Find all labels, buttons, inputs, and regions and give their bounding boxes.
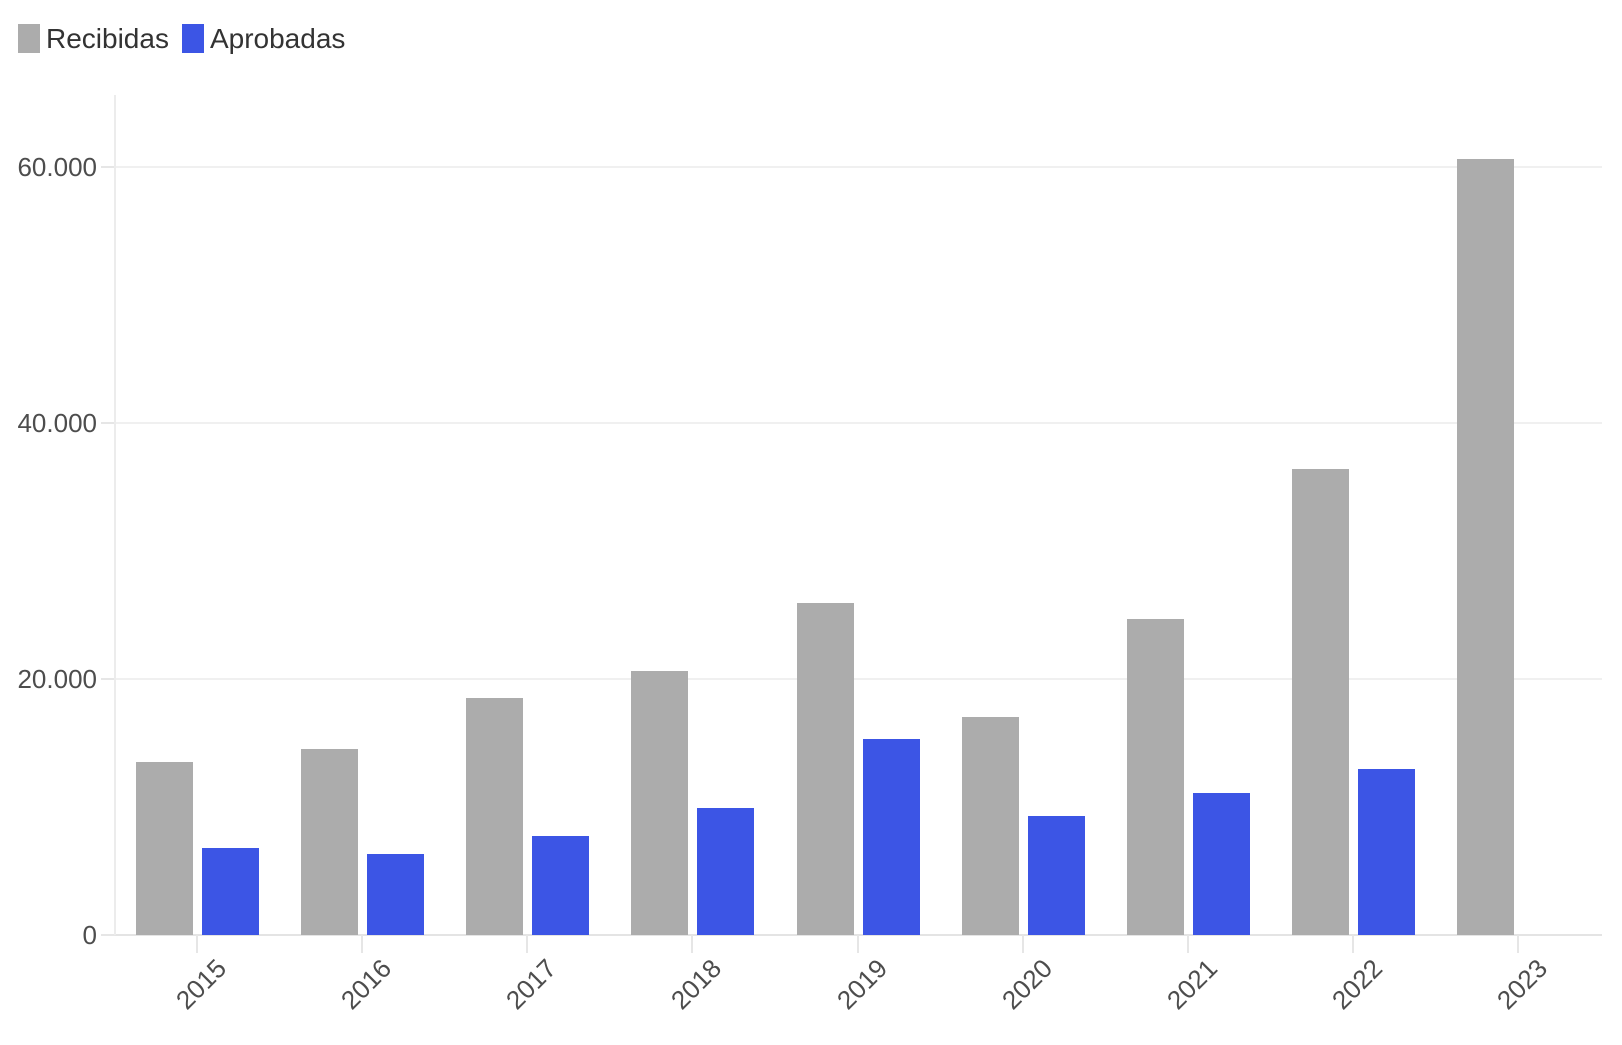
legend: Recibidas Aprobadas [18, 24, 345, 53]
gridline-20.000 [115, 678, 1602, 680]
legend-item-aprobadas[interactable]: Aprobadas [181, 23, 346, 54]
y-axis-tick-0 [101, 934, 115, 936]
bar-recibidas-2023[interactable] [1457, 159, 1514, 935]
legend-swatch-recibidas [18, 24, 40, 53]
legend-swatch-aprobadas [181, 24, 204, 53]
bar-recibidas-2016[interactable] [301, 749, 358, 935]
bar-aprobadas-2020[interactable] [1028, 816, 1085, 935]
bar-recibidas-2018[interactable] [631, 671, 688, 935]
x-axis-label-2016: 2016 [335, 953, 398, 1016]
bar-recibidas-2015[interactable] [136, 762, 193, 935]
bar-recibidas-2022[interactable] [1292, 469, 1349, 935]
x-axis-label-2023: 2023 [1491, 953, 1554, 1016]
x-axis-label-2018: 2018 [665, 953, 728, 1016]
x-axis-tick-2015 [196, 935, 198, 953]
bar-recibidas-2020[interactable] [962, 717, 1019, 935]
x-axis-tick-2018 [691, 935, 693, 953]
bar-aprobadas-2017[interactable] [532, 836, 589, 935]
x-axis-tick-2022 [1352, 935, 1354, 953]
bar-aprobadas-2016[interactable] [367, 854, 424, 935]
bar-aprobadas-2018[interactable] [697, 808, 754, 935]
y-axis-label-60.000: 60.000 [17, 152, 97, 182]
y-axis-label-20.000: 20.000 [17, 664, 97, 694]
gridline-60.000 [115, 166, 1602, 168]
bar-recibidas-2019[interactable] [797, 603, 854, 935]
x-axis-tick-2016 [361, 935, 363, 953]
y-axis-label-40.000: 40.000 [17, 408, 97, 438]
y-axis-line [114, 95, 116, 935]
bar-aprobadas-2015[interactable] [202, 848, 259, 935]
x-axis-tick-2019 [857, 935, 859, 953]
x-axis-label-2017: 2017 [500, 953, 563, 1016]
x-axis-label-2021: 2021 [1161, 953, 1224, 1016]
gridline-40.000 [115, 422, 1602, 424]
y-axis-tick-20.000 [101, 678, 115, 680]
bar-aprobadas-2019[interactable] [863, 739, 920, 935]
x-axis-tick-2021 [1187, 935, 1189, 953]
x-axis-label-2020: 2020 [996, 953, 1059, 1016]
x-axis-tick-2023 [1517, 935, 1519, 953]
x-axis-label-2022: 2022 [1326, 953, 1389, 1016]
x-axis-tick-2020 [1022, 935, 1024, 953]
y-axis-label-0: 0 [82, 920, 97, 950]
legend-label-recibidas: Recibidas [46, 23, 169, 54]
bar-recibidas-2017[interactable] [466, 698, 523, 935]
bar-aprobadas-2021[interactable] [1193, 793, 1250, 935]
y-axis-tick-40.000 [101, 422, 115, 424]
y-axis-tick-60.000 [101, 166, 115, 168]
bar-recibidas-2021[interactable] [1127, 619, 1184, 935]
x-axis-tick-2017 [526, 935, 528, 953]
x-axis-label-2019: 2019 [831, 953, 894, 1016]
legend-label-aprobadas: Aprobadas [209, 23, 346, 54]
legend-item-recibidas[interactable]: Recibidas [18, 24, 169, 53]
x-axis-label-2015: 2015 [170, 953, 233, 1016]
bar-aprobadas-2022[interactable] [1358, 769, 1415, 935]
